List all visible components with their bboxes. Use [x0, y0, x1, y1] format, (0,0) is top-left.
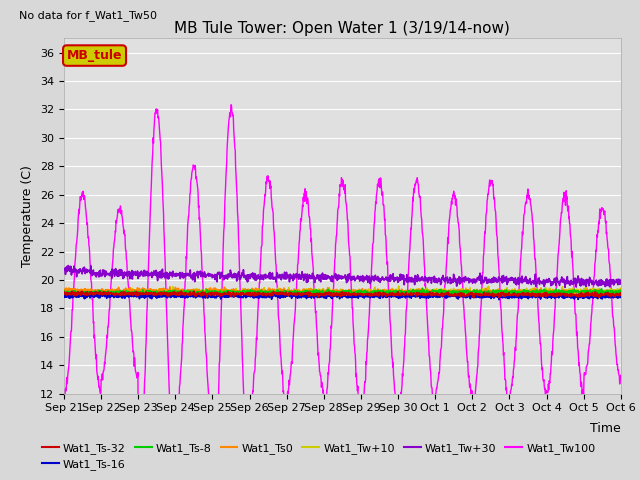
- Wat1_Tw100: [308, 257, 316, 263]
- Wat1_Tw+10: [318, 292, 326, 298]
- Wat1_Ts0: [166, 284, 173, 290]
- Wat1_Tw+30: [126, 274, 134, 279]
- Wat1_Tw+10: [395, 283, 403, 289]
- Wat1_Ts-8: [103, 291, 111, 297]
- Wat1_Ts0: [308, 289, 316, 295]
- Wat1_Ts-8: [378, 288, 385, 294]
- Wat1_Tw100: [378, 188, 385, 193]
- Wat1_Ts-8: [617, 289, 625, 295]
- Wat1_Tw100: [103, 332, 111, 338]
- Y-axis label: Temperature (C): Temperature (C): [22, 165, 35, 267]
- Wat1_Ts-8: [60, 288, 68, 294]
- Text: Time: Time: [590, 422, 621, 435]
- Wat1_Ts-32: [308, 292, 316, 298]
- Wat1_Ts-16: [126, 293, 134, 299]
- Wat1_Ts-32: [177, 288, 185, 294]
- Wat1_Ts-16: [378, 292, 385, 298]
- Wat1_Ts0: [617, 287, 625, 293]
- Wat1_Ts0: [563, 294, 571, 300]
- Wat1_Ts-8: [126, 289, 134, 295]
- Wat1_Ts-8: [297, 289, 305, 295]
- Wat1_Tw+30: [617, 280, 625, 286]
- Wat1_Ts-32: [297, 292, 305, 298]
- Line: Wat1_Ts-32: Wat1_Ts-32: [64, 291, 621, 298]
- Wat1_Tw+30: [378, 276, 385, 282]
- Wat1_Tw+10: [617, 290, 625, 296]
- Text: MB_tule: MB_tule: [67, 49, 122, 62]
- Wat1_Tw+10: [378, 288, 385, 293]
- Wat1_Tw+10: [308, 288, 316, 293]
- Wat1_Ts0: [318, 288, 326, 293]
- Line: Wat1_Tw+10: Wat1_Tw+10: [64, 286, 621, 297]
- Wat1_Ts-32: [470, 295, 477, 300]
- Wat1_Tw+10: [104, 290, 111, 296]
- Wat1_Ts-16: [104, 292, 111, 298]
- Wat1_Ts-16: [60, 293, 68, 299]
- Wat1_Ts-8: [419, 286, 426, 291]
- Wat1_Ts-32: [617, 292, 625, 298]
- Line: Wat1_Tw+30: Wat1_Tw+30: [64, 265, 621, 288]
- Wat1_Tw+30: [65, 263, 72, 268]
- Wat1_Tw100: [617, 372, 625, 378]
- Line: Wat1_Ts-16: Wat1_Ts-16: [64, 292, 621, 300]
- Wat1_Tw+30: [308, 276, 316, 281]
- Line: Wat1_Ts0: Wat1_Ts0: [64, 287, 621, 297]
- Line: Wat1_Tw100: Wat1_Tw100: [64, 105, 621, 480]
- Wat1_Ts0: [378, 291, 385, 297]
- Wat1_Ts-8: [308, 289, 316, 295]
- Wat1_Tw+30: [104, 271, 111, 276]
- Wat1_Ts-16: [318, 293, 326, 299]
- Wat1_Ts-16: [297, 292, 305, 298]
- Wat1_Ts0: [126, 291, 134, 297]
- Wat1_Ts-32: [126, 290, 134, 296]
- Wat1_Tw+10: [126, 290, 134, 296]
- Wat1_Tw100: [60, 391, 68, 397]
- Wat1_Tw+30: [297, 272, 305, 278]
- Wat1_Ts0: [60, 286, 68, 292]
- Wat1_Tw100: [319, 384, 326, 389]
- Wat1_Tw+10: [297, 288, 305, 294]
- Wat1_Tw+30: [60, 267, 68, 273]
- Wat1_Ts-32: [318, 292, 326, 298]
- Wat1_Ts-32: [103, 291, 111, 297]
- Wat1_Ts-16: [308, 294, 316, 300]
- Title: MB Tule Tower: Open Water 1 (3/19/14-now): MB Tule Tower: Open Water 1 (3/19/14-now…: [175, 21, 510, 36]
- Legend: Wat1_Ts-32, Wat1_Ts-16, Wat1_Ts-8, Wat1_Ts0, Wat1_Tw+10, Wat1_Tw+30, Wat1_Tw100: Wat1_Ts-32, Wat1_Ts-16, Wat1_Ts-8, Wat1_…: [38, 438, 600, 474]
- Wat1_Ts0: [297, 289, 305, 295]
- Wat1_Ts-8: [318, 290, 326, 296]
- Line: Wat1_Ts-8: Wat1_Ts-8: [64, 288, 621, 296]
- Wat1_Ts-16: [617, 293, 625, 299]
- Wat1_Tw100: [126, 302, 134, 308]
- Wat1_Tw100: [297, 218, 305, 224]
- Wat1_Tw100: [227, 102, 235, 108]
- Wat1_Ts-16: [495, 297, 503, 302]
- Wat1_Ts-32: [60, 289, 68, 295]
- Wat1_Ts-8: [187, 293, 195, 299]
- Wat1_Tw+30: [561, 285, 569, 290]
- Wat1_Ts-16: [92, 289, 99, 295]
- Wat1_Tw+10: [73, 294, 81, 300]
- Wat1_Tw+30: [318, 272, 326, 278]
- Wat1_Ts0: [103, 287, 111, 293]
- Wat1_Ts-32: [378, 291, 385, 297]
- Text: No data for f_Wat1_Tw50: No data for f_Wat1_Tw50: [19, 10, 157, 21]
- Wat1_Tw+10: [60, 291, 68, 297]
